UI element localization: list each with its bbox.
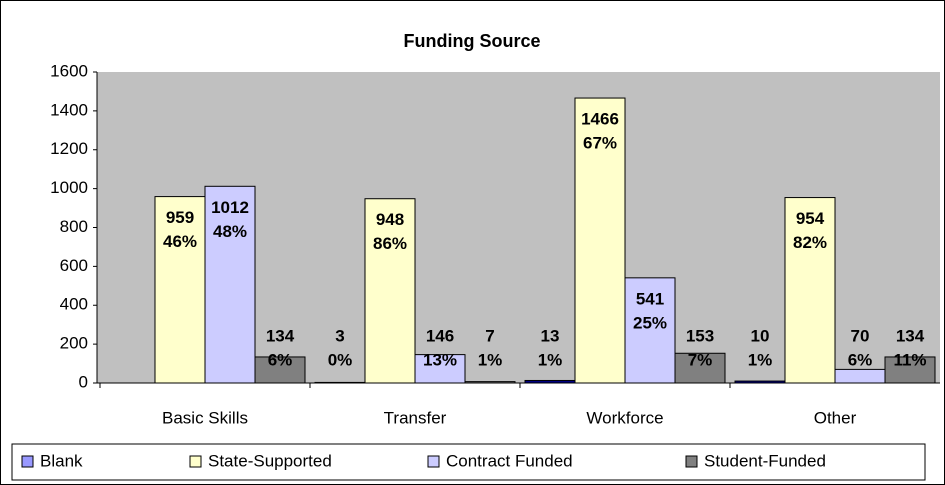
bar (784, 197, 836, 384)
bar (204, 185, 256, 384)
legend-label: Blank (40, 451, 83, 470)
share-label: 6% (268, 350, 293, 369)
share-label: 67% (583, 134, 617, 153)
share-label: 6% (848, 350, 873, 369)
bar (624, 277, 676, 384)
y-tick-label: 1600 (50, 61, 88, 80)
share-label: 7% (688, 350, 713, 369)
bar (574, 97, 626, 384)
share-label: 48% (213, 222, 247, 241)
share-label: 86% (373, 234, 407, 253)
bar (524, 379, 576, 384)
data-label: 959 (166, 208, 194, 227)
y-tick-label: 600 (60, 256, 88, 275)
legend-swatch (21, 455, 34, 468)
legend-swatch (189, 455, 202, 468)
bar (364, 198, 416, 384)
y-tick-label: 400 (60, 295, 88, 314)
data-label: 1012 (211, 198, 249, 217)
bar (314, 381, 366, 384)
data-label: 134 (896, 326, 925, 345)
y-tick-label: 200 (60, 334, 88, 353)
legend-label: State-Supported (208, 451, 332, 470)
legend-label: Contract Funded (446, 451, 573, 470)
share-label: 0% (328, 350, 353, 369)
data-label: 134 (266, 326, 295, 345)
y-tick-label: 800 (60, 217, 88, 236)
bar (254, 356, 306, 384)
x-tick-label: Workforce (586, 408, 663, 427)
data-label: 3 (335, 326, 344, 345)
bar (414, 354, 466, 384)
bar (674, 352, 726, 384)
bar (464, 381, 516, 384)
data-label: 954 (796, 209, 825, 228)
data-label: 1466 (581, 110, 619, 129)
data-label: 948 (376, 210, 404, 229)
share-label: 1% (748, 350, 773, 369)
y-tick-label: 0 (79, 372, 88, 391)
legend-swatch (427, 455, 440, 468)
bar (884, 356, 936, 384)
share-label: 82% (793, 233, 827, 252)
bar (834, 368, 886, 384)
share-label: 46% (163, 232, 197, 251)
legend-label: Student-Funded (704, 451, 826, 470)
share-label: 1% (538, 350, 563, 369)
share-label: 13% (423, 350, 457, 369)
y-tick-label: 1000 (50, 178, 88, 197)
share-label: 1% (478, 350, 503, 369)
data-label: 10 (751, 326, 770, 345)
bar (734, 380, 786, 384)
data-label: 153 (686, 326, 714, 345)
chart-title: Funding Source (404, 31, 541, 51)
data-label: 7 (485, 326, 494, 345)
y-tick-label: 1400 (50, 100, 88, 119)
x-tick-label: Other (814, 408, 857, 427)
y-tick-label: 1200 (50, 139, 88, 158)
share-label: 25% (633, 313, 667, 332)
data-label: 70 (851, 326, 870, 345)
x-tick-label: Basic Skills (162, 408, 248, 427)
data-label: 146 (426, 326, 454, 345)
x-tick-label: Transfer (384, 408, 447, 427)
legend (11, 443, 926, 481)
share-label: 11% (893, 350, 926, 369)
legend-swatch (685, 455, 698, 468)
data-label: 541 (636, 289, 664, 308)
data-label: 13 (541, 326, 560, 345)
